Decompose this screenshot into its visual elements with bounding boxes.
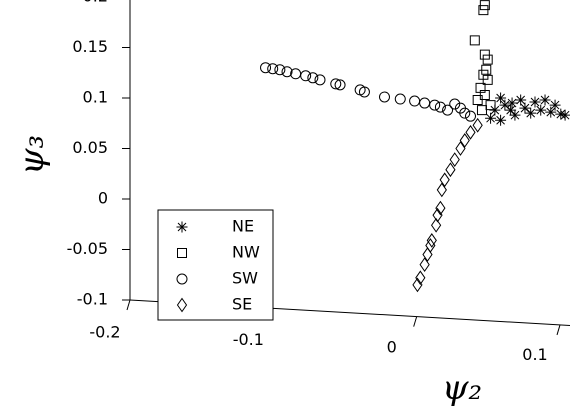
point [539, 94, 551, 106]
legend-label: NW [232, 243, 260, 262]
point [358, 86, 370, 98]
point [260, 62, 272, 74]
point [442, 104, 454, 116]
x-tick-label: 0 [387, 337, 397, 356]
point [476, 105, 487, 116]
point [505, 104, 517, 116]
y-tick-label: -0.1 [77, 290, 108, 309]
point [472, 117, 483, 133]
point [449, 152, 460, 167]
point [482, 54, 493, 65]
point [354, 84, 366, 96]
legend-box [157, 209, 274, 321]
point [449, 98, 461, 110]
legend-marker [176, 273, 188, 285]
point [274, 64, 286, 76]
legend-marker [176, 221, 188, 233]
point [434, 101, 446, 113]
point [559, 109, 570, 121]
point [472, 95, 483, 106]
point [267, 63, 279, 75]
y-tick-label: 0.15 [72, 37, 108, 56]
point [479, 89, 490, 100]
point [430, 217, 442, 233]
x-tick-label: 0.1 [522, 345, 547, 364]
point [479, 49, 490, 60]
point [432, 207, 443, 223]
x-axis-label: ψ₂ [442, 368, 482, 408]
legend-label: NE [232, 217, 254, 236]
point [482, 74, 493, 85]
point [419, 97, 431, 109]
x-tick [126, 299, 131, 311]
point [489, 104, 501, 116]
point [314, 74, 326, 86]
legend-label: SE [232, 295, 252, 314]
point [445, 162, 456, 178]
point [435, 200, 446, 216]
legend-marker [177, 248, 187, 258]
y-tick-label: -0.05 [67, 239, 108, 258]
y-tick-label: 0.1 [83, 88, 108, 107]
point [300, 70, 312, 82]
point [519, 102, 531, 114]
point [549, 99, 561, 111]
point [459, 107, 471, 119]
point [495, 92, 507, 104]
point [415, 270, 426, 286]
point [469, 35, 480, 46]
point [545, 106, 557, 118]
point [555, 108, 567, 120]
point [425, 238, 436, 253]
y-tick-label: 0.2 [83, 0, 108, 6]
y-axis-label: ψ₃ [12, 135, 52, 175]
point [307, 72, 319, 84]
point [509, 109, 521, 121]
point [475, 82, 486, 93]
point [529, 96, 541, 108]
point [379, 91, 391, 103]
y-tick-label: 0.05 [72, 138, 108, 157]
point [429, 99, 441, 111]
point [535, 104, 547, 116]
point [459, 133, 470, 148]
point [478, 5, 489, 16]
point [525, 107, 537, 119]
x-tick [556, 324, 561, 336]
point [515, 94, 527, 106]
point [334, 79, 346, 91]
point [419, 257, 430, 273]
point [455, 141, 466, 156]
y-tick-label: 0 [98, 189, 108, 208]
point [465, 124, 476, 140]
point [409, 95, 421, 107]
legend-label: SW [232, 269, 258, 288]
point [481, 64, 492, 75]
x-tick-label: -0.1 [233, 330, 264, 349]
point [485, 100, 496, 111]
point [485, 112, 497, 124]
point [479, 0, 490, 11]
point [439, 172, 450, 188]
point [412, 277, 423, 293]
point [394, 93, 406, 105]
point [426, 233, 437, 248]
point [436, 182, 447, 198]
point [465, 110, 477, 122]
legend-marker [176, 297, 188, 313]
point [506, 97, 518, 109]
point [499, 99, 511, 111]
point [281, 66, 293, 78]
point [478, 69, 489, 80]
x-tick [413, 316, 418, 327]
point [495, 114, 507, 126]
point [330, 78, 342, 90]
x-tick-label: -0.2 [89, 323, 120, 342]
